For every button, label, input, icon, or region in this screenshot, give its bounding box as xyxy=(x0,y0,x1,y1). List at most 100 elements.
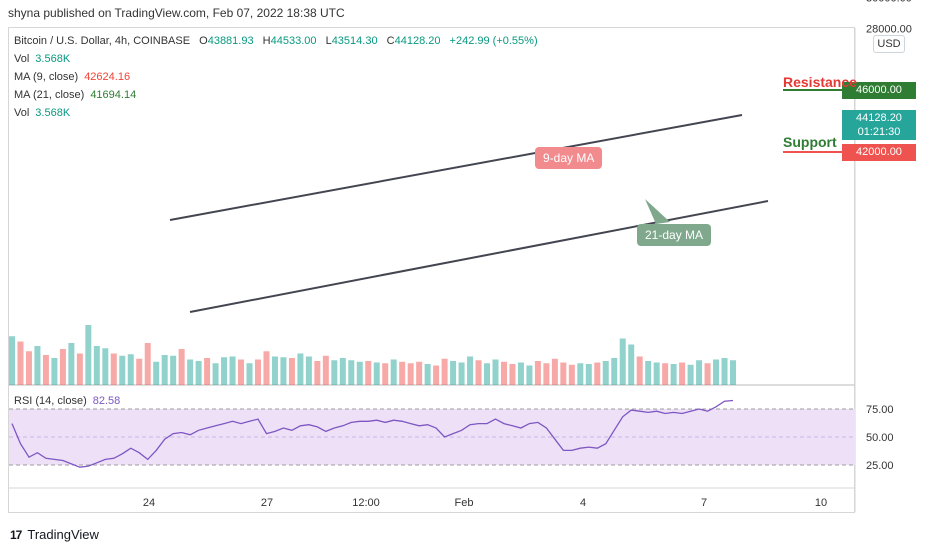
volume-bar xyxy=(382,363,389,385)
rsi-tick-label: 50.00 xyxy=(866,432,894,444)
volume-bar xyxy=(484,363,491,385)
volume-bar xyxy=(119,355,126,385)
volume-bar xyxy=(730,360,736,385)
volume-bar xyxy=(577,363,584,385)
rsi-legend: RSI (14, close) 82.58 xyxy=(14,395,120,407)
price-tick-label: 30000.00 xyxy=(866,0,912,5)
volume-bar xyxy=(399,361,406,385)
publish-caption: shyna published on TradingView.com, Feb … xyxy=(8,6,345,20)
footer-brand[interactable]: TradingView xyxy=(27,527,99,542)
vol2-legend: Vol 3.568K xyxy=(14,107,70,119)
open-value: 43881.93 xyxy=(207,35,254,47)
channel-upper-trendline[interactable] xyxy=(169,114,743,221)
high-label: H xyxy=(262,35,271,47)
vol-legend: Vol 3.568K xyxy=(14,53,70,65)
ma9-legend: MA (9, close) 42624.16 xyxy=(14,71,130,83)
volume-bar xyxy=(433,365,440,385)
volume-bar xyxy=(263,351,270,385)
rsi-line[interactable] xyxy=(11,399,734,468)
symbol-legend: Bitcoin / U.S. Dollar, 4h, COINBASE O438… xyxy=(14,35,544,47)
time-tick-label: Feb xyxy=(455,497,474,509)
volume-bar xyxy=(526,365,533,385)
volume-bar xyxy=(645,361,652,385)
volume-bar xyxy=(424,364,431,385)
volume-bar xyxy=(238,359,245,385)
volume-bar xyxy=(517,362,524,385)
ma9-value: 42624.16 xyxy=(84,71,131,83)
ma9-label: MA (9, close) xyxy=(14,71,79,83)
volume-bar xyxy=(568,364,575,385)
volume-bar xyxy=(322,355,329,385)
vol2-label: Vol xyxy=(14,107,30,119)
volume-bar xyxy=(229,356,236,385)
volume-bar xyxy=(356,361,363,385)
volume-bar xyxy=(297,353,304,385)
volume-bar xyxy=(161,355,168,385)
volume-bar xyxy=(551,358,558,385)
channel-lower-trendline[interactable] xyxy=(189,200,769,313)
high-value: 44533.00 xyxy=(270,35,317,47)
rsi-tick-label: 25.00 xyxy=(866,460,894,472)
time-tick-label: 27 xyxy=(261,497,273,509)
volume-bar xyxy=(721,358,728,385)
volume-bar xyxy=(534,361,541,385)
volume-bar xyxy=(467,356,474,385)
tradingview-logo-icon: 17 xyxy=(10,527,22,542)
volume-bar xyxy=(178,349,185,385)
ma21-label: MA (21, close) xyxy=(14,89,85,101)
support-price-tag: 42000.00 xyxy=(842,144,916,161)
volume-bar xyxy=(492,359,499,385)
symbol-name: Bitcoin / U.S. Dollar, 4h, COINBASE xyxy=(14,35,191,47)
volume-bar xyxy=(59,349,66,385)
volume-bar xyxy=(246,363,253,385)
volume-bar xyxy=(110,353,117,385)
volume-bar xyxy=(153,361,160,385)
current-price-value: 44128.20 xyxy=(856,112,902,124)
rsi-label: RSI (14, close) xyxy=(14,395,87,407)
volume-bar xyxy=(670,364,677,385)
resistance-annotation: Resistance xyxy=(783,74,857,90)
volume-bar xyxy=(662,363,669,385)
volume-bar xyxy=(543,363,550,385)
volume-bar xyxy=(25,351,32,385)
volume-bar xyxy=(127,354,134,385)
volume-bar xyxy=(170,355,177,385)
volume-bar xyxy=(653,362,660,385)
volume-bar xyxy=(195,361,202,385)
footer: 17 TradingView xyxy=(10,527,99,542)
volume-bar xyxy=(373,362,380,385)
vol-label: Vol xyxy=(14,53,30,65)
volume-bar xyxy=(314,361,321,385)
volume-bar xyxy=(187,359,194,385)
currency-button[interactable]: USD xyxy=(873,35,905,53)
volume-bar xyxy=(441,358,448,385)
change-value: +242.99 (+0.55%) xyxy=(449,35,538,47)
countdown-value: 01:21:30 xyxy=(857,126,901,138)
volume-bar xyxy=(687,364,694,385)
ma21-value: 41694.14 xyxy=(90,89,137,101)
volume-bar xyxy=(9,336,15,385)
volume-bar xyxy=(42,355,49,385)
volume-bar xyxy=(305,356,312,385)
current-price-tag: 44128.20 01:21:30 xyxy=(842,110,916,140)
time-tick-label: 4 xyxy=(580,497,586,509)
volume-bar xyxy=(68,343,75,385)
open-label: O xyxy=(199,35,208,47)
volume-bar xyxy=(102,348,109,385)
volume-bar xyxy=(390,359,397,385)
volume-bar xyxy=(331,360,338,385)
volume-bar xyxy=(204,358,211,385)
time-tick-label: 12:00 xyxy=(352,497,380,509)
volume-bar xyxy=(475,360,482,385)
price-tick-label: 28000.00 xyxy=(866,24,912,36)
low-value: 43514.30 xyxy=(331,35,378,47)
volume-bar xyxy=(602,361,609,385)
volume-bar xyxy=(136,358,143,385)
volume-bar xyxy=(696,360,703,385)
volume-bar xyxy=(93,346,100,385)
low-label: L xyxy=(325,35,332,47)
volume-bar xyxy=(288,358,295,385)
volume-bar xyxy=(76,353,83,385)
volume-bar xyxy=(34,346,41,385)
